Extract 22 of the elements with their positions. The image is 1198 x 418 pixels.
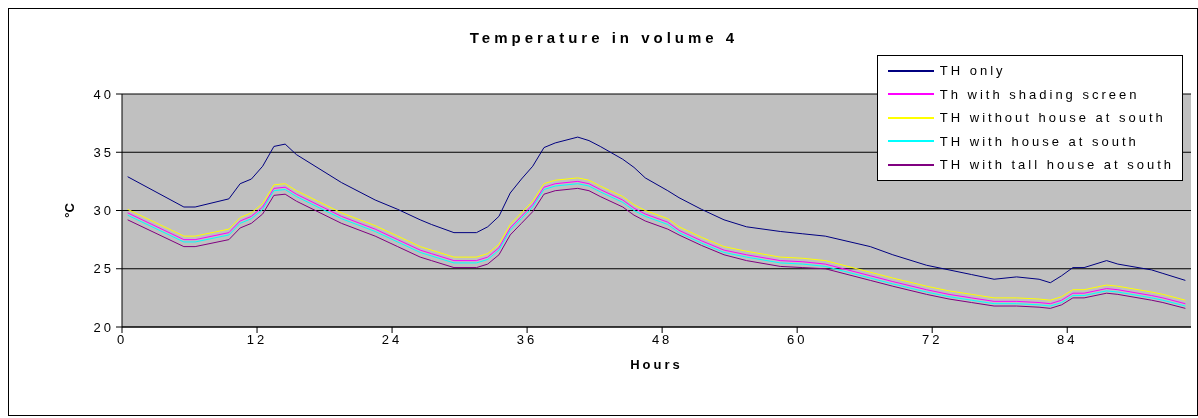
x-tick-label: 0	[116, 332, 128, 348]
x-tick-label: 84	[1056, 332, 1078, 348]
legend-label: TH without house at south	[939, 110, 1166, 126]
y-tick-label: 25	[93, 261, 114, 277]
legend-label: TH with tall house at south	[939, 157, 1174, 173]
y-tick-label: 30	[93, 203, 114, 219]
line-series	[127, 136, 1186, 284]
y-tick-label: 35	[93, 144, 114, 160]
y-tick-label: 40	[93, 86, 114, 102]
x-axis-title: Hours	[630, 357, 683, 372]
legend-label: TH with house at south	[939, 133, 1139, 149]
chart-title: Temperature in volume 4	[468, 29, 740, 46]
x-tick-label: 36	[516, 332, 538, 348]
x-tick-label: 72	[921, 332, 943, 348]
legend-label: Th with shading screen	[939, 86, 1140, 102]
x-tick-label: 48	[651, 332, 673, 348]
legend-label: TH only	[939, 63, 1006, 79]
x-tick-label: 24	[381, 332, 403, 348]
x-tick-label: 60	[786, 332, 808, 348]
x-tick-label: 12	[246, 332, 268, 348]
y-tick-label: 20	[93, 319, 114, 335]
y-axis-title: °C	[61, 202, 77, 218]
